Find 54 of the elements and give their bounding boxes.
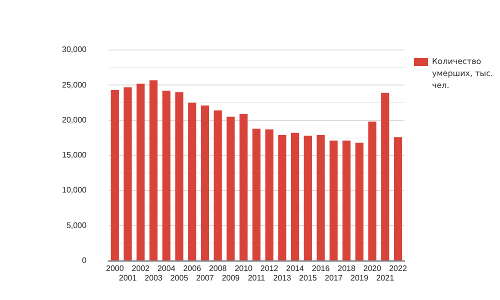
bar [265, 129, 274, 260]
x-tick-label: 2016 [312, 264, 330, 273]
y-tick-label: 25,000 [62, 80, 88, 90]
x-tick-label: 2020 [363, 264, 382, 273]
bar [291, 132, 300, 260]
bar [342, 140, 351, 260]
x-tick-label: 2011 [248, 273, 266, 282]
x-tick-label: 2021 [376, 273, 395, 282]
bar [136, 84, 145, 260]
bar [355, 142, 364, 260]
bar [330, 140, 338, 260]
text: 5,000 [66, 220, 86, 230]
x-tick-label: 2013 [273, 273, 292, 282]
bar [188, 102, 196, 260]
bar [394, 137, 402, 260]
bar [368, 122, 376, 260]
bar [175, 92, 184, 260]
bar [240, 114, 248, 260]
y-tick-label: 20,000 [62, 115, 88, 124]
x-tick-label: 2010 [234, 264, 254, 273]
bar [252, 128, 260, 260]
bar [214, 110, 222, 260]
x-tick-label: 2006 [183, 264, 202, 273]
bar [381, 92, 390, 260]
bar [110, 90, 119, 260]
x-tick-label: 2014 [286, 264, 304, 273]
x-tick-label: 2018 [338, 264, 356, 273]
bar [278, 135, 286, 260]
x-tick-label: 2001 [118, 273, 138, 282]
x-tick-label: 2009 [222, 273, 240, 282]
x-tick-label: 2015 [299, 273, 318, 282]
bar [200, 106, 210, 260]
x-tick-label: 2004 [157, 264, 176, 273]
x-tick-label: 2017 [324, 273, 344, 282]
y-tick-label: 0 [82, 256, 88, 266]
y-tick-label: 10,000 [62, 186, 88, 195]
x-tick-label: 2002 [132, 264, 150, 273]
x-tick-label: 2012 [260, 264, 279, 273]
x-tick-label: 2003 [144, 273, 163, 282]
x-tick-label: 2019 [350, 273, 369, 282]
x-tick-label: 2007 [196, 273, 214, 282]
x-tick-label: 2000 [106, 264, 124, 273]
bar [124, 87, 132, 260]
bar [304, 136, 312, 260]
bar [226, 116, 235, 260]
bar [316, 135, 325, 260]
bar [162, 90, 170, 260]
x-tick-label: 2022 [389, 264, 408, 273]
y-tick-label: 30,000 [62, 45, 88, 54]
x-tick-label: 2008 [208, 264, 228, 273]
bar [149, 80, 158, 260]
x-tick-label: 2005 [170, 273, 189, 282]
y-tick-label: 15,000 [62, 150, 88, 160]
legend-label: Количество умерших, тыс. чел. [432, 56, 494, 92]
